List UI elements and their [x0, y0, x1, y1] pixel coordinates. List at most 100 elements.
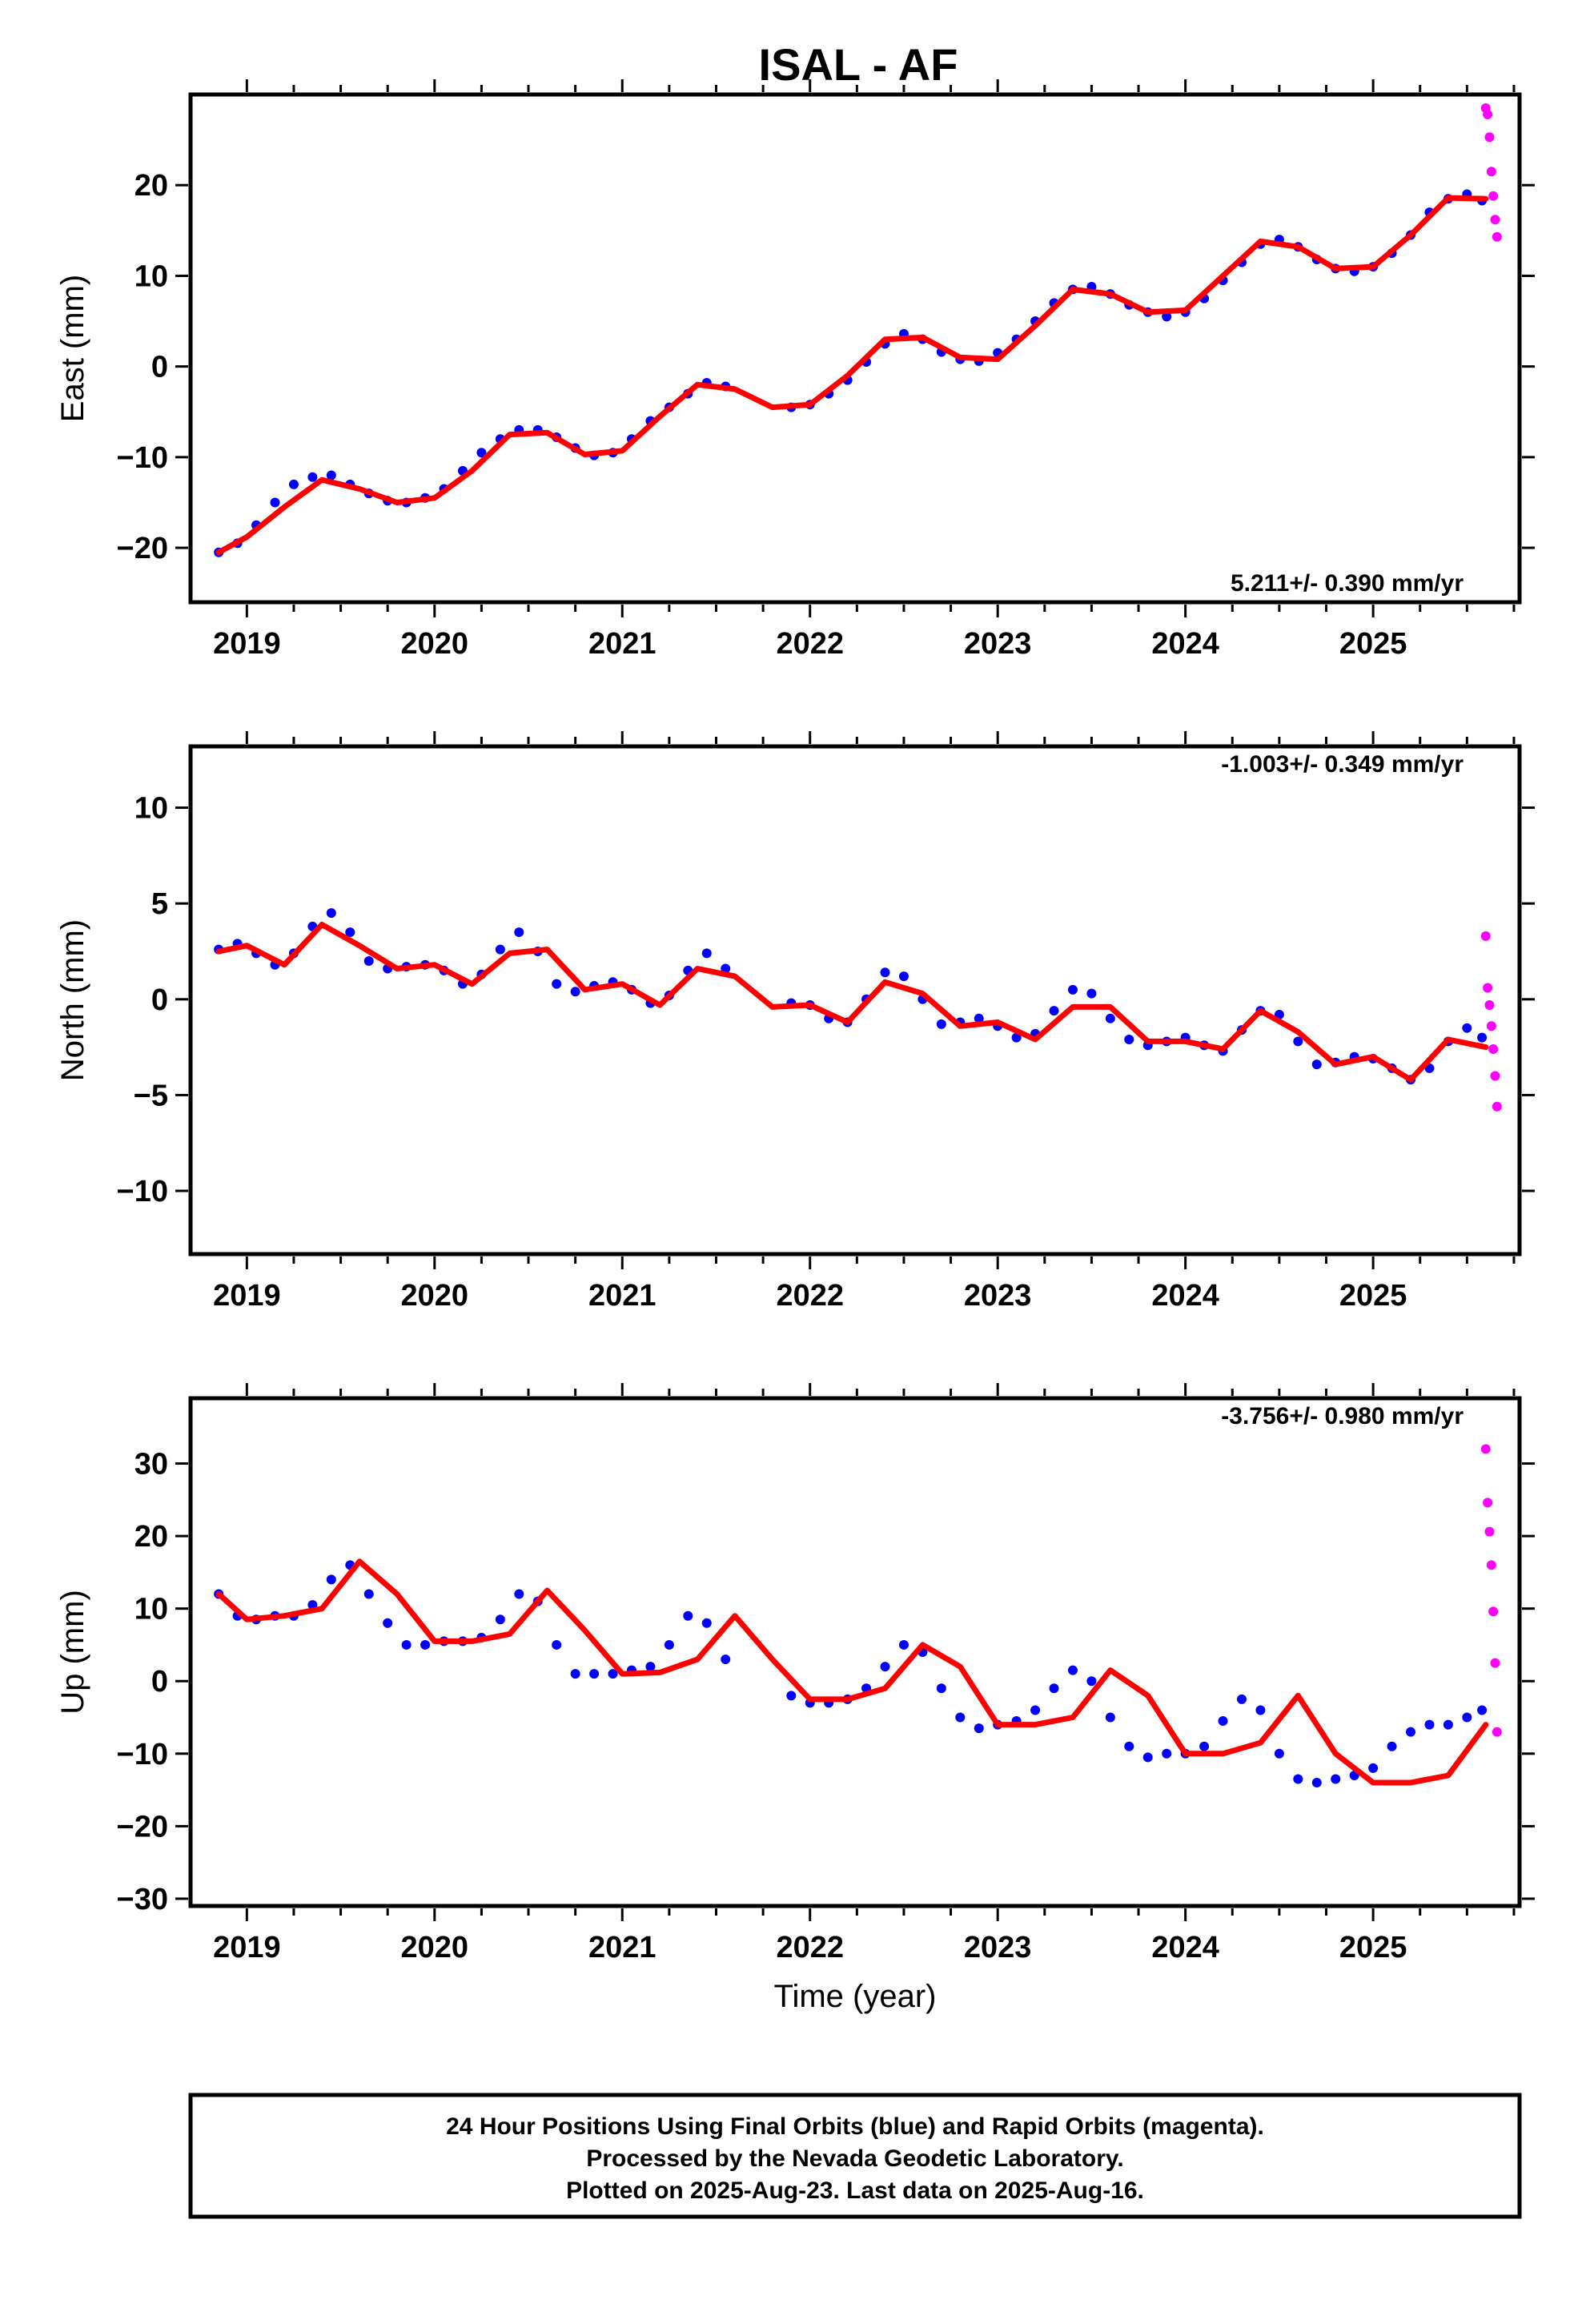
final-orbit-point: [1293, 1774, 1303, 1784]
x-tick-label: 2019: [213, 627, 281, 661]
y-tick-label: −10: [117, 441, 168, 475]
y-tick-label: 20: [135, 1520, 168, 1554]
x-tick-label: 2019: [213, 1279, 281, 1313]
y-axis-label: North (mm): [55, 919, 90, 1081]
series-rapid-orbits: [1480, 103, 1502, 242]
velocity-rate-label: 5.211+/- 0.390 mm/yr: [1231, 570, 1464, 597]
final-orbit-point: [1424, 1719, 1435, 1730]
rapid-orbit-point: [1492, 1101, 1502, 1112]
final-orbit-point: [1406, 1727, 1416, 1737]
final-orbit-point: [1236, 1694, 1247, 1704]
final-orbit-point: [898, 1639, 909, 1650]
rapid-orbit-point: [1484, 999, 1495, 1010]
y-tick-label: 20: [135, 169, 168, 203]
rapid-orbit-point: [1483, 1498, 1493, 1508]
rapid-orbit-point: [1488, 191, 1499, 201]
y-tick-label: 30: [135, 1448, 168, 1482]
x-tick-label: 2023: [964, 627, 1032, 661]
final-orbit-point: [1105, 1013, 1115, 1023]
final-orbit-point: [1105, 1712, 1115, 1723]
x-tick-label: 2025: [1339, 1931, 1407, 1964]
y-axis-label: East (mm): [55, 275, 90, 422]
y-tick-label: −10: [117, 1175, 168, 1208]
final-orbit-point: [1293, 1036, 1303, 1047]
final-orbit-point: [1462, 1023, 1472, 1033]
series-model: [215, 1558, 1489, 1786]
final-orbit-point: [589, 1669, 600, 1679]
final-orbit-point: [786, 1691, 797, 1701]
panel-1: 2019 2020 2021 2022 2023 2024 2025 −20 −10 0 10 20 E…: [55, 79, 1535, 661]
y-tick-label: 0: [151, 983, 168, 1017]
final-orbit-point: [1086, 988, 1097, 999]
x-tick-label: 2025: [1339, 1279, 1407, 1313]
final-orbit-point: [1477, 1032, 1488, 1043]
y-tick-label: 10: [135, 792, 168, 826]
rapid-orbit-point: [1480, 931, 1491, 941]
y-tick-label: 10: [135, 1593, 168, 1626]
model-curve: [215, 922, 1489, 1083]
y-tick-label: −5: [134, 1079, 168, 1112]
footer-frame: [188, 2093, 1522, 2219]
final-orbit-point: [1162, 312, 1172, 322]
final-orbit-point: [514, 927, 524, 938]
final-orbit-point: [683, 1610, 693, 1621]
rapid-orbit-point: [1490, 1658, 1500, 1668]
rapid-orbit-point: [1484, 132, 1495, 143]
rapid-orbit-point: [1488, 1606, 1499, 1617]
final-orbit-point: [1387, 1741, 1397, 1751]
y-tick-label: −20: [117, 1810, 168, 1844]
panel-3: 2019 2020 2021 2022 2023 2024 2025 −30 −20 −10 0 10…: [55, 1383, 1535, 2014]
x-tick-label: 2021: [588, 627, 656, 661]
final-orbit-point: [1067, 1665, 1078, 1675]
final-orbit-point: [1311, 1059, 1322, 1070]
footer-box: 24 Hour Positions Using Final Orbits (bl…: [188, 2093, 1522, 2219]
y-tick-label: 5: [151, 887, 168, 921]
x-tick-label: 2023: [964, 1931, 1032, 1964]
final-orbit-point: [721, 1655, 731, 1665]
final-orbit-point: [701, 1618, 712, 1628]
rapid-orbit-point: [1492, 231, 1502, 242]
rapid-orbit-point: [1490, 215, 1500, 225]
y-tick-label: 0: [151, 351, 168, 384]
final-orbit-point: [974, 1013, 984, 1023]
x-tick-label: 2022: [776, 1279, 844, 1313]
final-orbit-point: [383, 1618, 393, 1628]
final-orbit-point: [288, 479, 299, 489]
final-orbit-point: [552, 979, 562, 989]
final-orbit-point: [1049, 1006, 1059, 1016]
x-tick-label: 2023: [964, 1279, 1032, 1313]
final-orbit-point: [570, 1669, 580, 1679]
x-tick-label: 2021: [588, 1931, 656, 1964]
final-orbit-point: [936, 1683, 946, 1694]
final-orbit-point: [345, 927, 355, 938]
final-orbit-point: [1443, 1719, 1453, 1730]
final-orbit-point: [307, 472, 318, 482]
series-final-orbits: [214, 908, 1488, 1085]
final-orbit-point: [1331, 1774, 1341, 1784]
final-orbit-point: [1124, 1741, 1134, 1751]
x-tick-label: 2020: [401, 627, 469, 661]
final-orbit-point: [1274, 1748, 1284, 1759]
final-orbit-point: [1067, 984, 1078, 995]
rapid-orbit-point: [1486, 1560, 1496, 1570]
x-tick-label: 2024: [1151, 627, 1219, 661]
final-orbit-point: [420, 1639, 431, 1650]
final-orbit-point: [936, 1019, 946, 1029]
rapid-orbit-point: [1488, 1044, 1499, 1055]
final-orbit-point: [1477, 1705, 1488, 1715]
final-orbit-point: [401, 1639, 412, 1650]
y-tick-label: 10: [135, 259, 168, 293]
final-orbit-point: [1255, 1705, 1266, 1715]
panels: 2019 2020 2021 2022 2023 2024 2025 −20 −10 0 10 20 E…: [55, 79, 1535, 2014]
x-tick-label: 2024: [1151, 1931, 1219, 1964]
final-orbit-point: [645, 1662, 656, 1672]
final-orbit-point: [363, 955, 374, 966]
final-orbit-point: [1311, 1778, 1322, 1788]
final-orbit-point: [1030, 1705, 1041, 1715]
final-orbit-point: [880, 967, 890, 978]
final-orbit-point: [1199, 1741, 1210, 1751]
final-orbit-point: [363, 1589, 374, 1599]
rapid-orbit-point: [1483, 983, 1493, 993]
series-rapid-orbits: [1480, 931, 1502, 1112]
